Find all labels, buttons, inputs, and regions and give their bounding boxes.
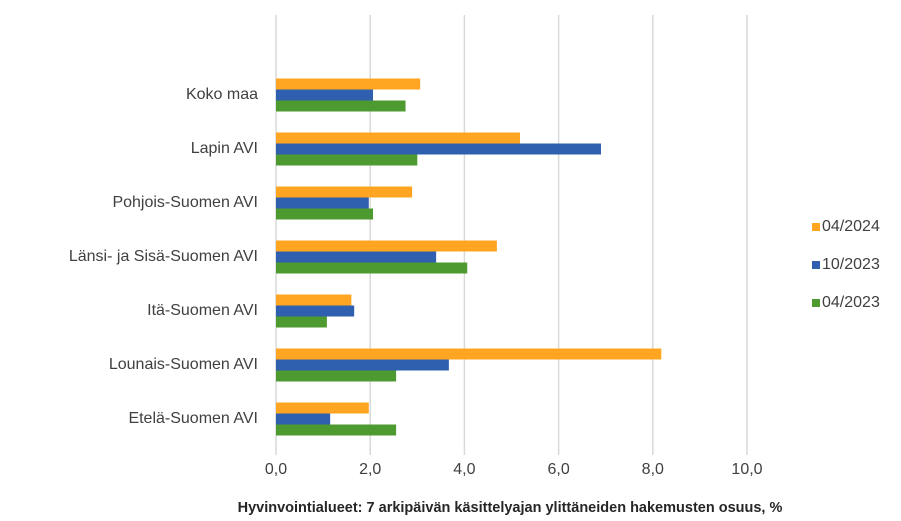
bar [276, 402, 369, 414]
bar [276, 240, 497, 252]
y-tick-label: Lapin AVI [191, 140, 258, 157]
bar [276, 294, 352, 306]
legend-label: 04/2024 [822, 218, 880, 235]
bar [276, 424, 397, 436]
x-tick-label: 10,0 [731, 461, 762, 478]
y-tick-label: Itä-Suomen AVI [147, 302, 258, 319]
bar [276, 348, 662, 360]
legend-label: 04/2023 [822, 294, 880, 311]
bar [276, 413, 331, 425]
legend-swatch [812, 299, 820, 307]
bar [276, 78, 421, 90]
bar [276, 154, 418, 166]
bar [276, 100, 406, 112]
bar [276, 305, 355, 317]
legend-swatch [812, 223, 820, 231]
bar [276, 208, 374, 220]
bar [276, 251, 437, 263]
bar [276, 143, 601, 155]
x-tick-label: 0,0 [265, 461, 287, 478]
bar [276, 316, 327, 328]
x-tick-label: 4,0 [453, 461, 475, 478]
x-tick-label: 2,0 [359, 461, 381, 478]
y-tick-label: Pohjois-Suomen AVI [112, 194, 258, 211]
x-tick-label: 6,0 [547, 461, 569, 478]
x-axis-title: Hyvinvointialueet: 7 arkipäivän käsittel… [238, 500, 783, 516]
y-tick-label: Koko maa [186, 86, 258, 103]
legend-label: 10/2023 [822, 256, 880, 273]
bar [276, 89, 374, 101]
y-tick-label: Länsi- ja Sisä-Suomen AVI [69, 248, 258, 265]
x-tick-label: 8,0 [642, 461, 664, 478]
bar [276, 359, 449, 371]
bar [276, 132, 520, 144]
y-tick-label: Lounais-Suomen AVI [109, 356, 258, 373]
bar [276, 262, 468, 274]
bar [276, 370, 397, 382]
y-tick-label: Etelä-Suomen AVI [128, 410, 258, 427]
bar [276, 186, 413, 198]
bar [276, 197, 369, 209]
legend-swatch [812, 261, 820, 269]
